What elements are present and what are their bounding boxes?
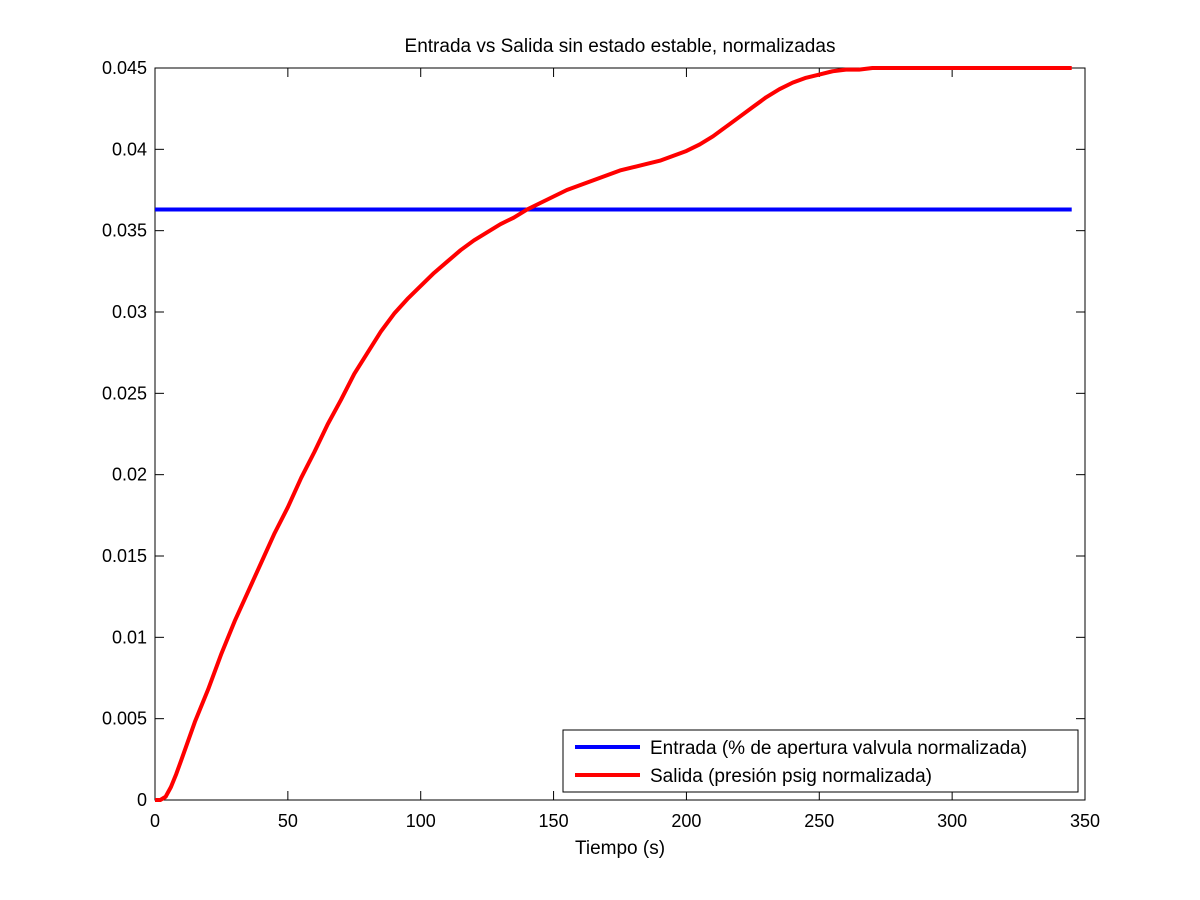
legend: Entrada (% de apertura valvula normaliza… — [562, 729, 1079, 793]
x-tick-label: 0 — [150, 811, 160, 831]
y-tick-label: 0.045 — [102, 58, 147, 78]
legend-label-entrada: Entrada (% de apertura valvula normaliza… — [650, 738, 1027, 759]
y-tick-label: 0.01 — [112, 627, 147, 647]
y-tick-label: 0.03 — [112, 302, 147, 322]
y-tick-label: 0.015 — [102, 546, 147, 566]
x-tick-label: 250 — [804, 811, 834, 831]
y-tick-label: 0.04 — [112, 139, 147, 159]
x-tick-label: 200 — [671, 811, 701, 831]
axis-ticks — [154, 67, 1086, 801]
x-tick-label: 350 — [1070, 811, 1100, 831]
y-tick-label: 0.025 — [102, 383, 147, 403]
y-tick-label: 0.035 — [102, 221, 147, 241]
chart-title: Entrada vs Salida sin estado estable, no… — [405, 36, 836, 57]
y-tick-label: 0.005 — [102, 709, 147, 729]
x-tick-label: 150 — [539, 811, 569, 831]
series-layer — [155, 66, 1072, 802]
x-tick-label: 100 — [406, 811, 436, 831]
x-tick-labels: 0 50 100 150 200 250 300 350 — [150, 811, 1100, 831]
x-axis-label: Tiempo (s) — [575, 838, 665, 859]
y-tick-labels: 0 0.005 0.01 0.015 0.02 0.025 0.03 0.035 0.04 0.0… — [102, 58, 147, 810]
x-tick-label: 50 — [278, 811, 298, 831]
x-tick-label: 300 — [937, 811, 967, 831]
y-tick-label: 0.02 — [112, 465, 147, 485]
series-line-salida — [155, 66, 1072, 802]
legend-box — [562, 729, 1079, 793]
y-tick-label: 0 — [137, 790, 147, 810]
legend-label-salida: Salida (presión psig normalizada) — [650, 766, 932, 787]
plot-area — [154, 67, 1086, 801]
